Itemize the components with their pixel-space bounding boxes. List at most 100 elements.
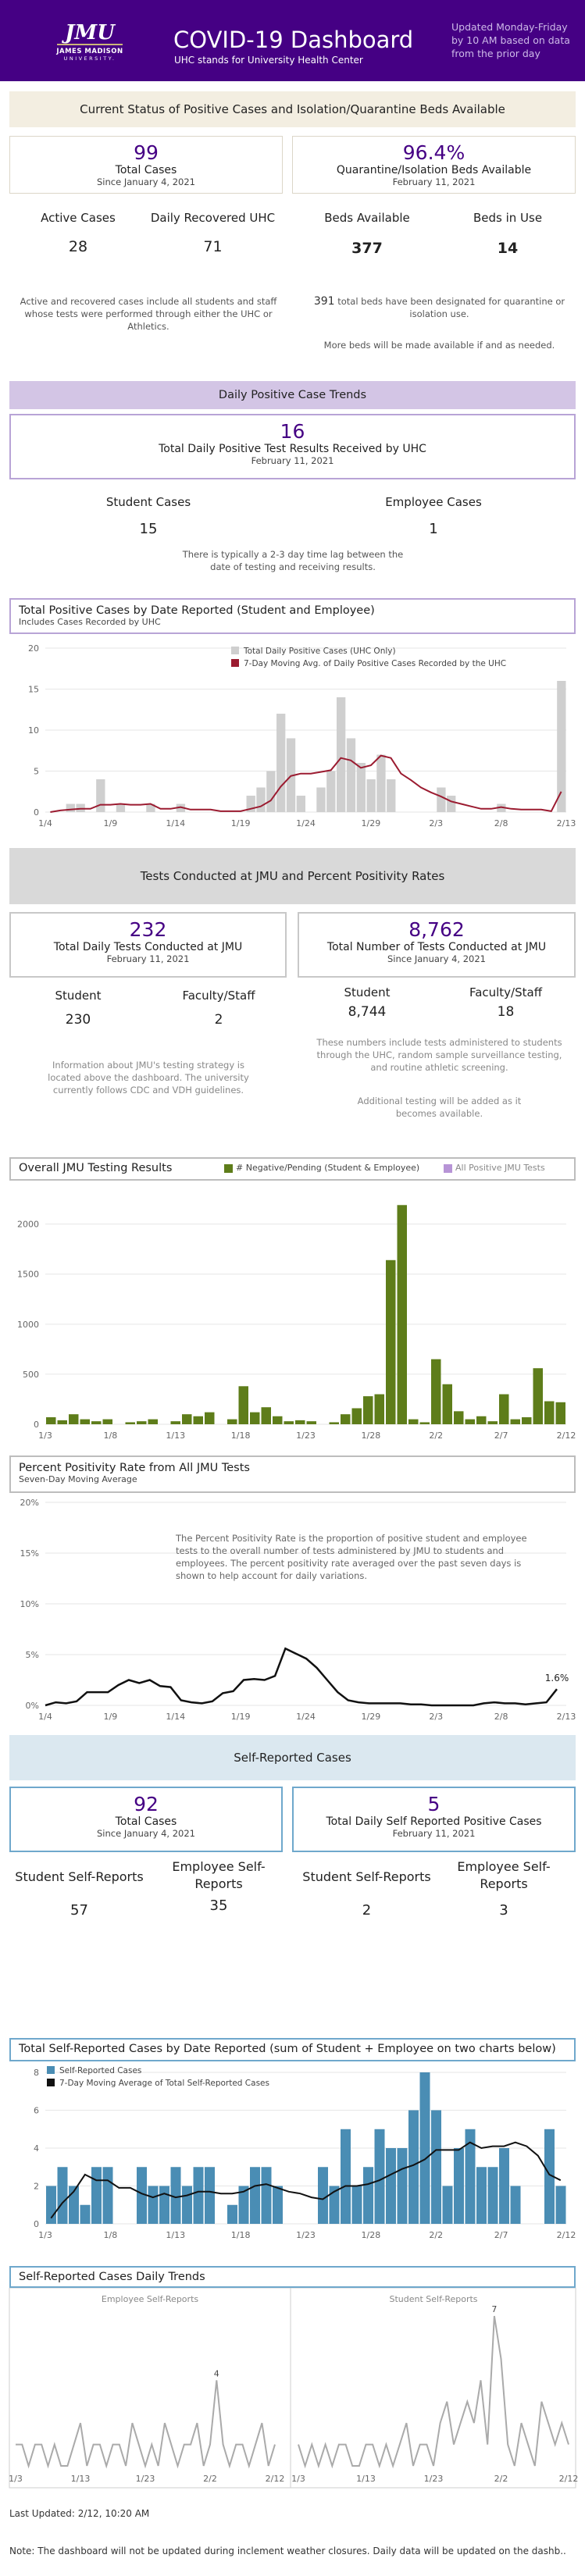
tests-band: Tests Conducted at JMU and Percent Posit…: [9, 848, 576, 904]
additional-testing-note: Additional testing will be added as it b…: [357, 1096, 522, 1119]
total-tests-card: 8,762 Total Number of Tests Conducted at…: [298, 912, 576, 978]
beds-percent-label: Quarantine/Isolation Beds Available: [336, 164, 532, 176]
overall-x-tick: 1/3: [38, 1431, 52, 1441]
footer-note: Note: The dashboard will not be updated …: [9, 2546, 566, 2556]
overall-negative-bar: [454, 1411, 464, 1424]
student-cases-value: 15: [139, 521, 158, 537]
positive-x-tick: 2/8: [494, 818, 508, 828]
positive-case-bar: [96, 779, 105, 812]
self-reported-bar: [193, 2167, 204, 2224]
employee-x-tick: 2/2: [203, 2474, 217, 2484]
employee-self-reports-line: [16, 2380, 276, 2469]
overall-y-tick: 1500: [17, 1270, 39, 1280]
self-reported-bar: [487, 2167, 498, 2224]
positive-x-tick: 1/14: [166, 818, 185, 828]
self-reported-chart: 0 2 4 6 8 1/3 1/8 1/13 1/18 1/23 1/28 2/2 2/7 2/12 Sel…: [34, 2066, 576, 2240]
self-total-value: 92: [134, 1793, 159, 1815]
positive-cases-chart: 0 5 10 15 20 1/4 1/9 1/14 1/19 1/24 1/29 2/3 2/8 2/13…: [28, 643, 576, 828]
overall-chart-title: Overall JMU Testing Results: [19, 1162, 173, 1174]
overall-y-tick: 2000: [17, 1220, 39, 1230]
overall-negative-bar: [170, 1421, 180, 1424]
overall-negative-bar: [522, 1417, 532, 1424]
positivity-x-tick: 2/8: [494, 1712, 508, 1722]
self-reported-bar: [261, 2167, 272, 2224]
tests-staff-total-label: Faculty/Staff: [469, 985, 543, 999]
self-reported-bar: [238, 2186, 249, 2224]
self-daily-frame: [9, 2288, 576, 2489]
total-tests-since: Since January 4, 2021: [387, 953, 486, 964]
self-x-tick: 1/28: [362, 2230, 381, 2240]
self-x-tick: 1/13: [166, 2230, 185, 2240]
positive-case-bar: [256, 787, 266, 812]
positivity-note: The Percent Positivity Rate is the propo…: [176, 1533, 527, 1581]
overall-negative-bar: [295, 1420, 305, 1424]
positive-case-bar: [557, 681, 566, 812]
self-x-tick: 1/8: [104, 2230, 118, 2240]
positive-legend-bar-label: Total Daily Positive Cases (UHC Only): [243, 647, 396, 656]
overall-x-tick: 1/28: [362, 1431, 381, 1441]
self-reported-bar: [227, 2204, 237, 2224]
self-reported-bar: [363, 2167, 373, 2224]
positivity-x-tick: 2/3: [429, 1712, 443, 1722]
student-x-tick: 2/12: [559, 2474, 579, 2484]
self-reported-bar: [341, 2129, 351, 2224]
positive-legend-line-swatch: [231, 659, 239, 667]
student-panel-header: Student Self-Reports: [389, 2294, 477, 2304]
recovered-value: 71: [203, 238, 223, 255]
overall-negative-bar: [544, 1401, 555, 1424]
active-cases-label: Active Cases: [41, 211, 116, 225]
total-cases-card: 99 Total Cases Since January 4, 2021: [9, 136, 283, 194]
positive-case-bar: [376, 754, 386, 812]
positive-case-bar: [76, 803, 85, 812]
current-status-band: Current Status of Positive Cases and Iso…: [9, 91, 576, 127]
overall-legend-pos-label: All Positive JMU Tests: [455, 1163, 545, 1173]
self-x-tick: 2/12: [557, 2230, 576, 2240]
overall-negative-bar: [261, 1407, 271, 1424]
overall-negative-bar: [431, 1359, 441, 1424]
positive-x-tick: 1/24: [296, 818, 316, 828]
tests-student-label: Student: [55, 989, 102, 1003]
self-y-tick: 0: [34, 2219, 39, 2229]
overall-negative-bar: [487, 1421, 498, 1424]
positive-y-tick: 15: [28, 685, 39, 695]
self-y-tick: 4: [34, 2143, 39, 2154]
self-reported-bar: [510, 2186, 521, 2224]
positivity-y-tick: 0%: [26, 1701, 39, 1711]
overall-legend-neg-label: # Negative/Pending (Student & Employee): [236, 1163, 420, 1173]
self-reported-bar: [431, 2110, 441, 2224]
self-reported-bar: [318, 2167, 328, 2224]
dashboard-subtitle: UHC stands for University Health Center: [174, 55, 363, 66]
positive-x-tick: 1/9: [104, 818, 118, 828]
positive-case-bar: [296, 796, 305, 812]
daily-trends-title: Daily Positive Case Trends: [218, 389, 367, 401]
lag-note: There is typically a 2-3 day time lag be…: [182, 549, 404, 572]
positive-legend-bar-swatch: [231, 647, 239, 654]
overall-negative-bar: [80, 1419, 90, 1424]
positivity-y-tick: 5%: [26, 1650, 39, 1660]
daily-tests-label: Total Daily Tests Conducted at JMU: [53, 941, 243, 953]
student-x-tick: 2/2: [494, 2474, 508, 2484]
self-reported-bar: [374, 2129, 385, 2224]
daily-tests-value: 232: [129, 918, 167, 941]
self-reported-bar: [69, 2186, 79, 2224]
logo-line-2: JAMES MADISON: [56, 48, 123, 55]
self-reported-band: Self-Reported Cases: [9, 1735, 576, 1780]
self-y-tick: 2: [34, 2182, 39, 2192]
overall-negative-bar: [57, 1420, 67, 1424]
self-student-daily: 2: [362, 1902, 372, 1919]
positive-x-tick: 1/19: [231, 818, 251, 828]
self-employee-daily-label: Employee Self-Reports: [457, 1859, 551, 1891]
total-tests-value: 8,762: [408, 918, 465, 941]
last-updated: Last Updated: 2/12, 10:20 AM: [9, 2508, 150, 2519]
current-status-title: Current Status of Positive Cases and Iso…: [80, 102, 505, 116]
self-reported-bar: [273, 2186, 283, 2224]
positive-x-tick: 2/3: [429, 818, 443, 828]
self-student-daily-label: Student Self-Reports: [302, 1869, 431, 1884]
positive-case-bar: [336, 697, 346, 812]
employee-peak-label: 4: [214, 2368, 219, 2378]
beds-in-use-label: Beds in Use: [473, 211, 543, 225]
jmu-logo[interactable]: JMU JAMES MADISON UNIVERSITY.: [47, 22, 133, 69]
employee-x-tick: 1/3: [9, 2474, 23, 2484]
overall-negative-bar: [341, 1414, 351, 1424]
positive-y-tick: 10: [28, 725, 39, 736]
